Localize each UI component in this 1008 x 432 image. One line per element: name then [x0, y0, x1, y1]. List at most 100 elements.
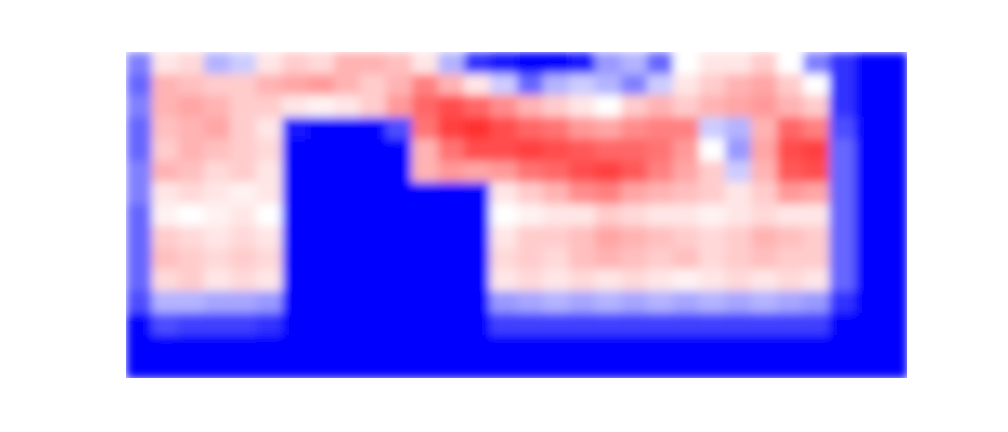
heatmap-cell: [803, 226, 830, 248]
heatmap-cell: [517, 95, 544, 117]
heatmap-cell: [751, 335, 778, 357]
heatmap-cell: [334, 356, 361, 378]
heatmap-cell: [178, 356, 205, 378]
heatmap-cell: [438, 139, 465, 161]
heatmap-cell: [829, 52, 856, 74]
heatmap-cell: [673, 117, 700, 139]
heatmap-cell: [490, 95, 517, 117]
heatmap-cell: [334, 248, 361, 270]
heatmap-cell: [360, 335, 387, 357]
heatmap-cell: [699, 335, 726, 357]
heatmap-cell: [230, 182, 257, 204]
heatmap-cell: [412, 291, 439, 313]
heatmap-cell: [438, 269, 465, 291]
heatmap-cell: [725, 117, 752, 139]
heatmap-cell: [803, 117, 830, 139]
heatmap-cell: [386, 335, 413, 357]
heatmap-cell: [438, 226, 465, 248]
heatmap-cell: [256, 356, 283, 378]
heatmap-cell: [490, 52, 517, 74]
heatmap-cell: [855, 356, 882, 378]
heatmap-cell: [204, 356, 231, 378]
heatmap-cell: [126, 182, 153, 204]
heatmap-cell: [230, 313, 257, 335]
heatmap-cell: [621, 74, 648, 96]
heatmap-cell: [881, 356, 907, 378]
heatmap-cell: [569, 74, 596, 96]
heatmap-cell: [777, 161, 804, 183]
heatmap-cell: [647, 95, 674, 117]
heatmap-cell: [412, 52, 439, 74]
heatmap-cell: [595, 139, 622, 161]
heatmap-cell: [230, 248, 257, 270]
heatmap-cell: [308, 161, 335, 183]
heatmap-cell: [178, 313, 205, 335]
heatmap-cell: [360, 356, 387, 378]
heatmap-cell: [438, 74, 465, 96]
heatmap-cell: [881, 139, 907, 161]
heatmap-cell: [569, 356, 596, 378]
heatmap-cell: [360, 248, 387, 270]
heatmap-cell: [412, 226, 439, 248]
heatmap-cell: [204, 139, 231, 161]
heatmap-cell: [204, 52, 231, 74]
heatmap-cell: [725, 52, 752, 74]
chart: [0, 0, 1008, 432]
heatmap-cell: [256, 335, 283, 357]
heatmap-cell: [673, 204, 700, 226]
heatmap-cell: [438, 182, 465, 204]
heatmap-cell: [230, 335, 257, 357]
heatmap-cell: [699, 95, 726, 117]
heatmap-cell: [152, 269, 179, 291]
heatmap-cell: [438, 204, 465, 226]
heatmap-cell: [308, 52, 335, 74]
heatmap-cell: [360, 74, 387, 96]
heatmap-cell: [673, 182, 700, 204]
heatmap-cell: [308, 291, 335, 313]
heatmap-cell: [412, 313, 439, 335]
heatmap-cell: [256, 182, 283, 204]
heatmap-cell: [256, 139, 283, 161]
heatmap-cell: [282, 248, 309, 270]
heatmap-cell: [777, 139, 804, 161]
heatmap-cell: [464, 313, 491, 335]
heatmap-cell: [543, 95, 570, 117]
heatmap-cell: [490, 335, 517, 357]
heatmap-cell: [699, 356, 726, 378]
heatmap-cell: [621, 248, 648, 270]
heatmap-cell: [647, 335, 674, 357]
heatmap-cell: [152, 182, 179, 204]
heatmap-cell: [308, 226, 335, 248]
heatmap-cell: [464, 248, 491, 270]
heatmap-cell: [308, 95, 335, 117]
heatmap-cell: [595, 356, 622, 378]
heatmap-cell: [569, 117, 596, 139]
heatmap-cell: [751, 95, 778, 117]
heatmap-cell: [725, 139, 752, 161]
heatmap-cell: [230, 74, 257, 96]
heatmap-cell: [673, 291, 700, 313]
heatmap-cell: [881, 291, 907, 313]
heatmap-cell: [751, 139, 778, 161]
heatmap-cell: [829, 248, 856, 270]
heatmap-cell: [595, 74, 622, 96]
heatmap-cell: [803, 313, 830, 335]
heatmap-cell: [699, 291, 726, 313]
heatmap-cell: [829, 117, 856, 139]
heatmap-cell: [725, 291, 752, 313]
heatmap-cell: [360, 226, 387, 248]
heatmap-cell: [673, 248, 700, 270]
heatmap-cell: [855, 204, 882, 226]
heatmap-cell: [438, 52, 465, 74]
heatmap-cell: [621, 291, 648, 313]
heatmap-cell: [777, 248, 804, 270]
heatmap-cell: [881, 204, 907, 226]
heatmap-cell: [725, 269, 752, 291]
heatmap-cell: [256, 226, 283, 248]
heatmap-cell: [464, 74, 491, 96]
heatmap-cell: [204, 248, 231, 270]
heatmap-cell: [855, 226, 882, 248]
heatmap-cell: [621, 117, 648, 139]
heatmap-cell: [725, 182, 752, 204]
heatmap-cell: [126, 52, 153, 74]
